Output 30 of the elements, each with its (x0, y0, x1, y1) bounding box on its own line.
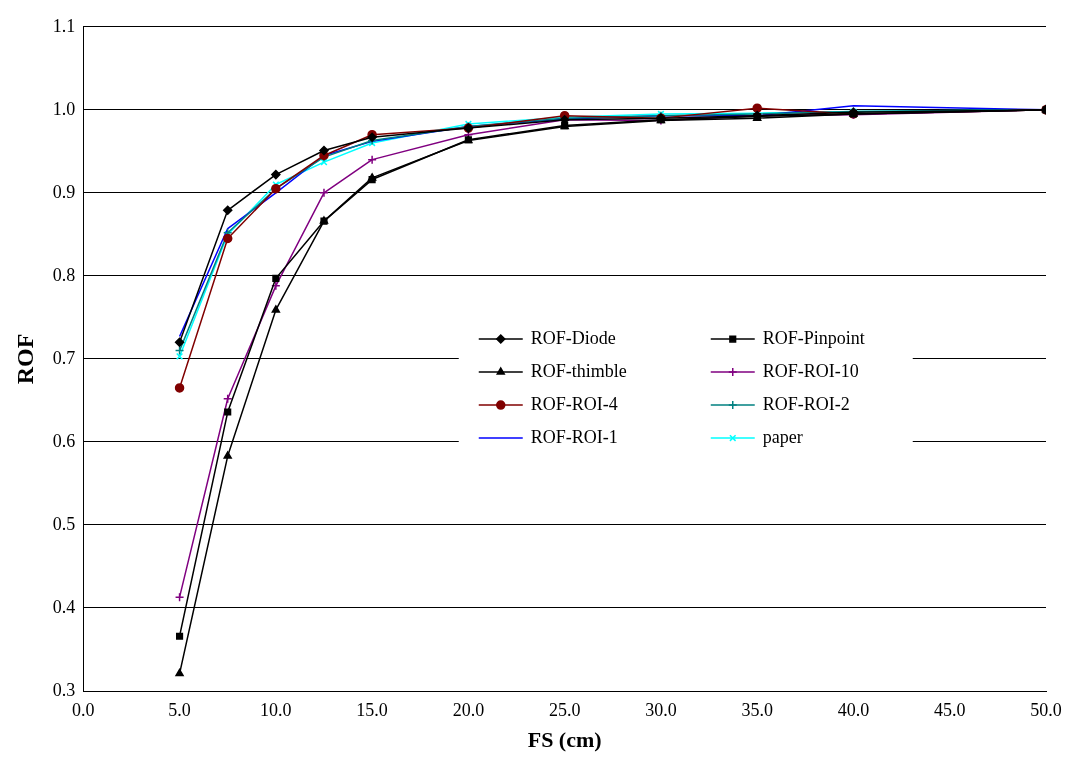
y-tick-label: 0.8 (52, 264, 76, 285)
x-tick-label: 40.0 (837, 699, 870, 720)
legend-label: paper (762, 426, 803, 447)
y-tick-label: 0.6 (52, 430, 76, 451)
y-tick-label: 0.4 (52, 596, 76, 617)
x-tick-label: 50.0 (1030, 699, 1062, 720)
x-tick-label: 30.0 (645, 699, 677, 720)
x-axis-title: FS (cm) (527, 727, 602, 753)
y-axis-title: ROF (11, 333, 38, 385)
x-tick-label: 10.0 (260, 699, 292, 720)
legend-label: ROF-ROI-2 (762, 393, 850, 414)
legend-label: ROF-thimble (530, 360, 627, 381)
y-tick-label: 0.3 (52, 679, 76, 700)
x-tick-label: 5.0 (168, 699, 191, 720)
y-tick-label: 0.5 (52, 513, 76, 534)
legend-label: ROF-Pinpoint (762, 327, 865, 348)
y-tick-label: 1.1 (52, 15, 76, 36)
y-tick-label: 0.9 (52, 181, 76, 202)
y-tick-label: 0.7 (52, 347, 76, 368)
legend-label: ROF-ROI-1 (530, 426, 618, 447)
x-tick-label: 25.0 (548, 699, 581, 720)
x-tick-label: 15.0 (356, 699, 388, 720)
x-tick-label: 20.0 (452, 699, 485, 720)
legend-label: ROF-Diode (530, 327, 616, 348)
y-tick-label: 1.0 (52, 98, 76, 119)
legend-label: ROF-ROI-10 (762, 360, 859, 381)
x-tick-label: 35.0 (741, 699, 773, 720)
x-tick-label: 45.0 (933, 699, 966, 720)
legend-label: ROF-ROI-4 (530, 393, 618, 414)
x-tick-label: 0.0 (72, 699, 95, 720)
